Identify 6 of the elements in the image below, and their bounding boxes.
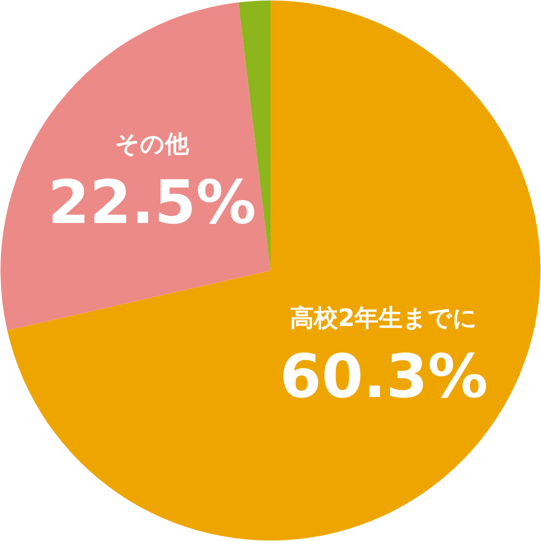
pie-slice xyxy=(0,2,270,330)
slice-label: 高校2年生までに xyxy=(290,304,478,332)
data-label: 60.3% xyxy=(280,342,488,412)
pie-slice xyxy=(7,0,540,540)
slice-label: その他 xyxy=(115,130,190,158)
data-label: 22.5% xyxy=(48,168,256,238)
